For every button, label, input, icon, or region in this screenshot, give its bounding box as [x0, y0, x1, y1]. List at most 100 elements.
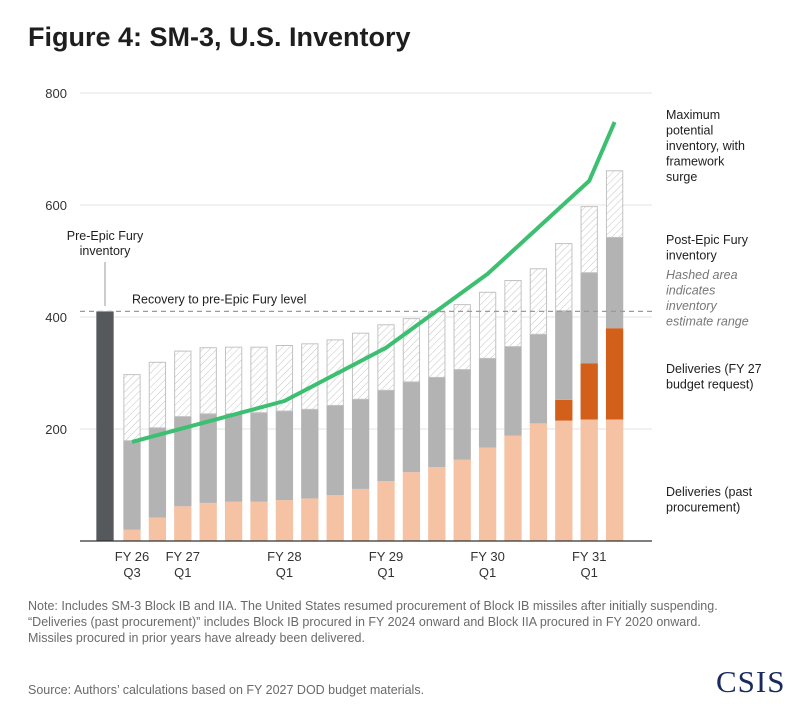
legend-deliveries-past: Deliveries (past [666, 485, 753, 499]
bar-past-procurement [199, 502, 217, 541]
legend-deliveries-fy27: Deliveries (FY 27 [666, 362, 762, 376]
bar-past-procurement [148, 517, 167, 541]
bar-estimate-range [301, 343, 319, 410]
y-tick-label: 200 [45, 422, 67, 437]
x-tick-label: FY 31 [572, 549, 606, 564]
bar-estimate-range [453, 304, 471, 371]
x-tick-label: Q1 [174, 565, 191, 580]
bar-post-epic-fury-inventory [529, 333, 548, 424]
bar-estimate-range [504, 280, 522, 348]
x-tick-label: Q1 [479, 565, 496, 580]
bar-post-epic-fury-inventory [199, 413, 217, 503]
legend-max-potential-inventory: framework [666, 155, 725, 169]
bar-post-epic-fury-inventory [148, 427, 167, 518]
bar-post-epic-fury-inventory [123, 440, 141, 530]
x-tick-label: Q1 [581, 565, 598, 580]
bars [96, 170, 624, 541]
x-tick-label: Q1 [377, 565, 394, 580]
legend-max-potential-inventory: surge [666, 170, 697, 184]
bar-past-procurement [250, 501, 268, 541]
legend-post-epic-fury-inventory: Post-Epic Fury [666, 233, 749, 247]
y-axis: 200 400 600 800 [45, 86, 67, 437]
bar-post-epic-fury-inventory [275, 410, 294, 501]
bar-fy27-budget-request [580, 363, 598, 420]
bar-post-epic-fury-inventory [453, 369, 471, 460]
bar-estimate-range [428, 311, 446, 378]
bar-post-epic-fury-inventory [224, 413, 243, 502]
bar-estimate-range [605, 170, 624, 238]
bar-past-procurement [453, 459, 471, 541]
pre-epic-fury-label: inventory [80, 244, 131, 258]
legend-hashed-estimate-range: inventory [666, 299, 717, 313]
bar-past-procurement [351, 488, 370, 541]
legend-max-potential-inventory: Maximum [666, 108, 720, 122]
y-tick-label: 600 [45, 198, 67, 213]
bar-past-procurement [504, 435, 522, 541]
bar-estimate-range [478, 291, 497, 359]
bar-post-epic-fury-inventory [504, 346, 522, 436]
max-line [131, 121, 617, 444]
bar-past-procurement [580, 419, 598, 541]
bar-post-epic-fury-inventory [605, 236, 624, 329]
bar-past-procurement [224, 501, 243, 541]
x-tick-label: Q3 [123, 565, 140, 580]
y-tick-label: 800 [45, 86, 67, 101]
bar-pre-epic-fury [96, 311, 114, 541]
bar-estimate-range [275, 345, 294, 412]
reference-line-label: Recovery to pre-Epic Fury level [132, 292, 306, 306]
bar-estimate-range [123, 374, 141, 442]
legend-hashed-estimate-range: estimate range [666, 315, 749, 329]
bar-post-epic-fury-inventory [326, 404, 344, 496]
bar-estimate-range [174, 350, 192, 418]
bar-post-epic-fury-inventory [478, 357, 497, 448]
bar-estimate-range [224, 346, 243, 415]
bar-post-epic-fury-inventory [402, 381, 421, 473]
bar-estimate-range [250, 346, 268, 414]
bar-past-procurement [174, 506, 192, 541]
bar-post-epic-fury-inventory [250, 412, 268, 502]
bar-past-procurement [301, 498, 319, 541]
bar-estimate-range [580, 206, 598, 274]
bar-post-epic-fury-inventory [377, 389, 395, 482]
pre-epic-fury-label: Pre-Epic Fury [67, 229, 144, 243]
legend-post-epic-fury-inventory: inventory [666, 249, 717, 263]
bar-past-procurement [529, 423, 548, 541]
bar-fy27-budget-request [555, 399, 573, 421]
x-tick-label: FY 28 [267, 549, 301, 564]
bar-estimate-range [377, 324, 395, 391]
csis-logo: CSIS [716, 664, 786, 699]
bar-estimate-range [555, 243, 573, 312]
source-text: Source: Authors’ calculations based on F… [28, 683, 425, 697]
bar-past-procurement [428, 467, 446, 541]
bar-post-epic-fury-inventory [301, 408, 319, 499]
bar-post-epic-fury-inventory [174, 416, 192, 507]
y-tick-label: 400 [45, 310, 67, 325]
bar-estimate-range [148, 361, 167, 429]
legend-hashed-estimate-range: Hashed area [666, 268, 738, 282]
max-potential-inventory-line [131, 121, 617, 444]
bar-past-procurement [275, 500, 294, 541]
bar-estimate-range [529, 268, 548, 335]
bar-post-epic-fury-inventory [580, 272, 598, 364]
note-text: Note: Includes SM-3 Block IB and IIA. Th… [28, 599, 718, 645]
bar-past-procurement [402, 472, 421, 541]
legend-hashed-estimate-range: indicates [666, 284, 715, 298]
legend-deliveries-past: procurement) [666, 501, 740, 515]
legend-deliveries-fy27: budget request) [666, 378, 754, 392]
x-tick-label: FY 30 [470, 549, 504, 564]
bar-estimate-range [199, 347, 217, 415]
chart-title: Figure 4: SM-3, U.S. Inventory [28, 22, 411, 52]
bar-past-procurement [555, 420, 573, 541]
bar-past-procurement [326, 495, 344, 541]
bar-past-procurement [377, 481, 395, 541]
chart-canvas: 200 400 600 800 Recovery to pre-Epic Fury l… [45, 86, 762, 580]
bar-past-procurement [478, 447, 497, 541]
x-tick-label: FY 26 [115, 549, 149, 564]
bar-post-epic-fury-inventory [428, 376, 446, 468]
x-tick-label: FY 27 [166, 549, 200, 564]
x-tick-label: Q1 [276, 565, 293, 580]
x-tick-label: FY 29 [369, 549, 403, 564]
